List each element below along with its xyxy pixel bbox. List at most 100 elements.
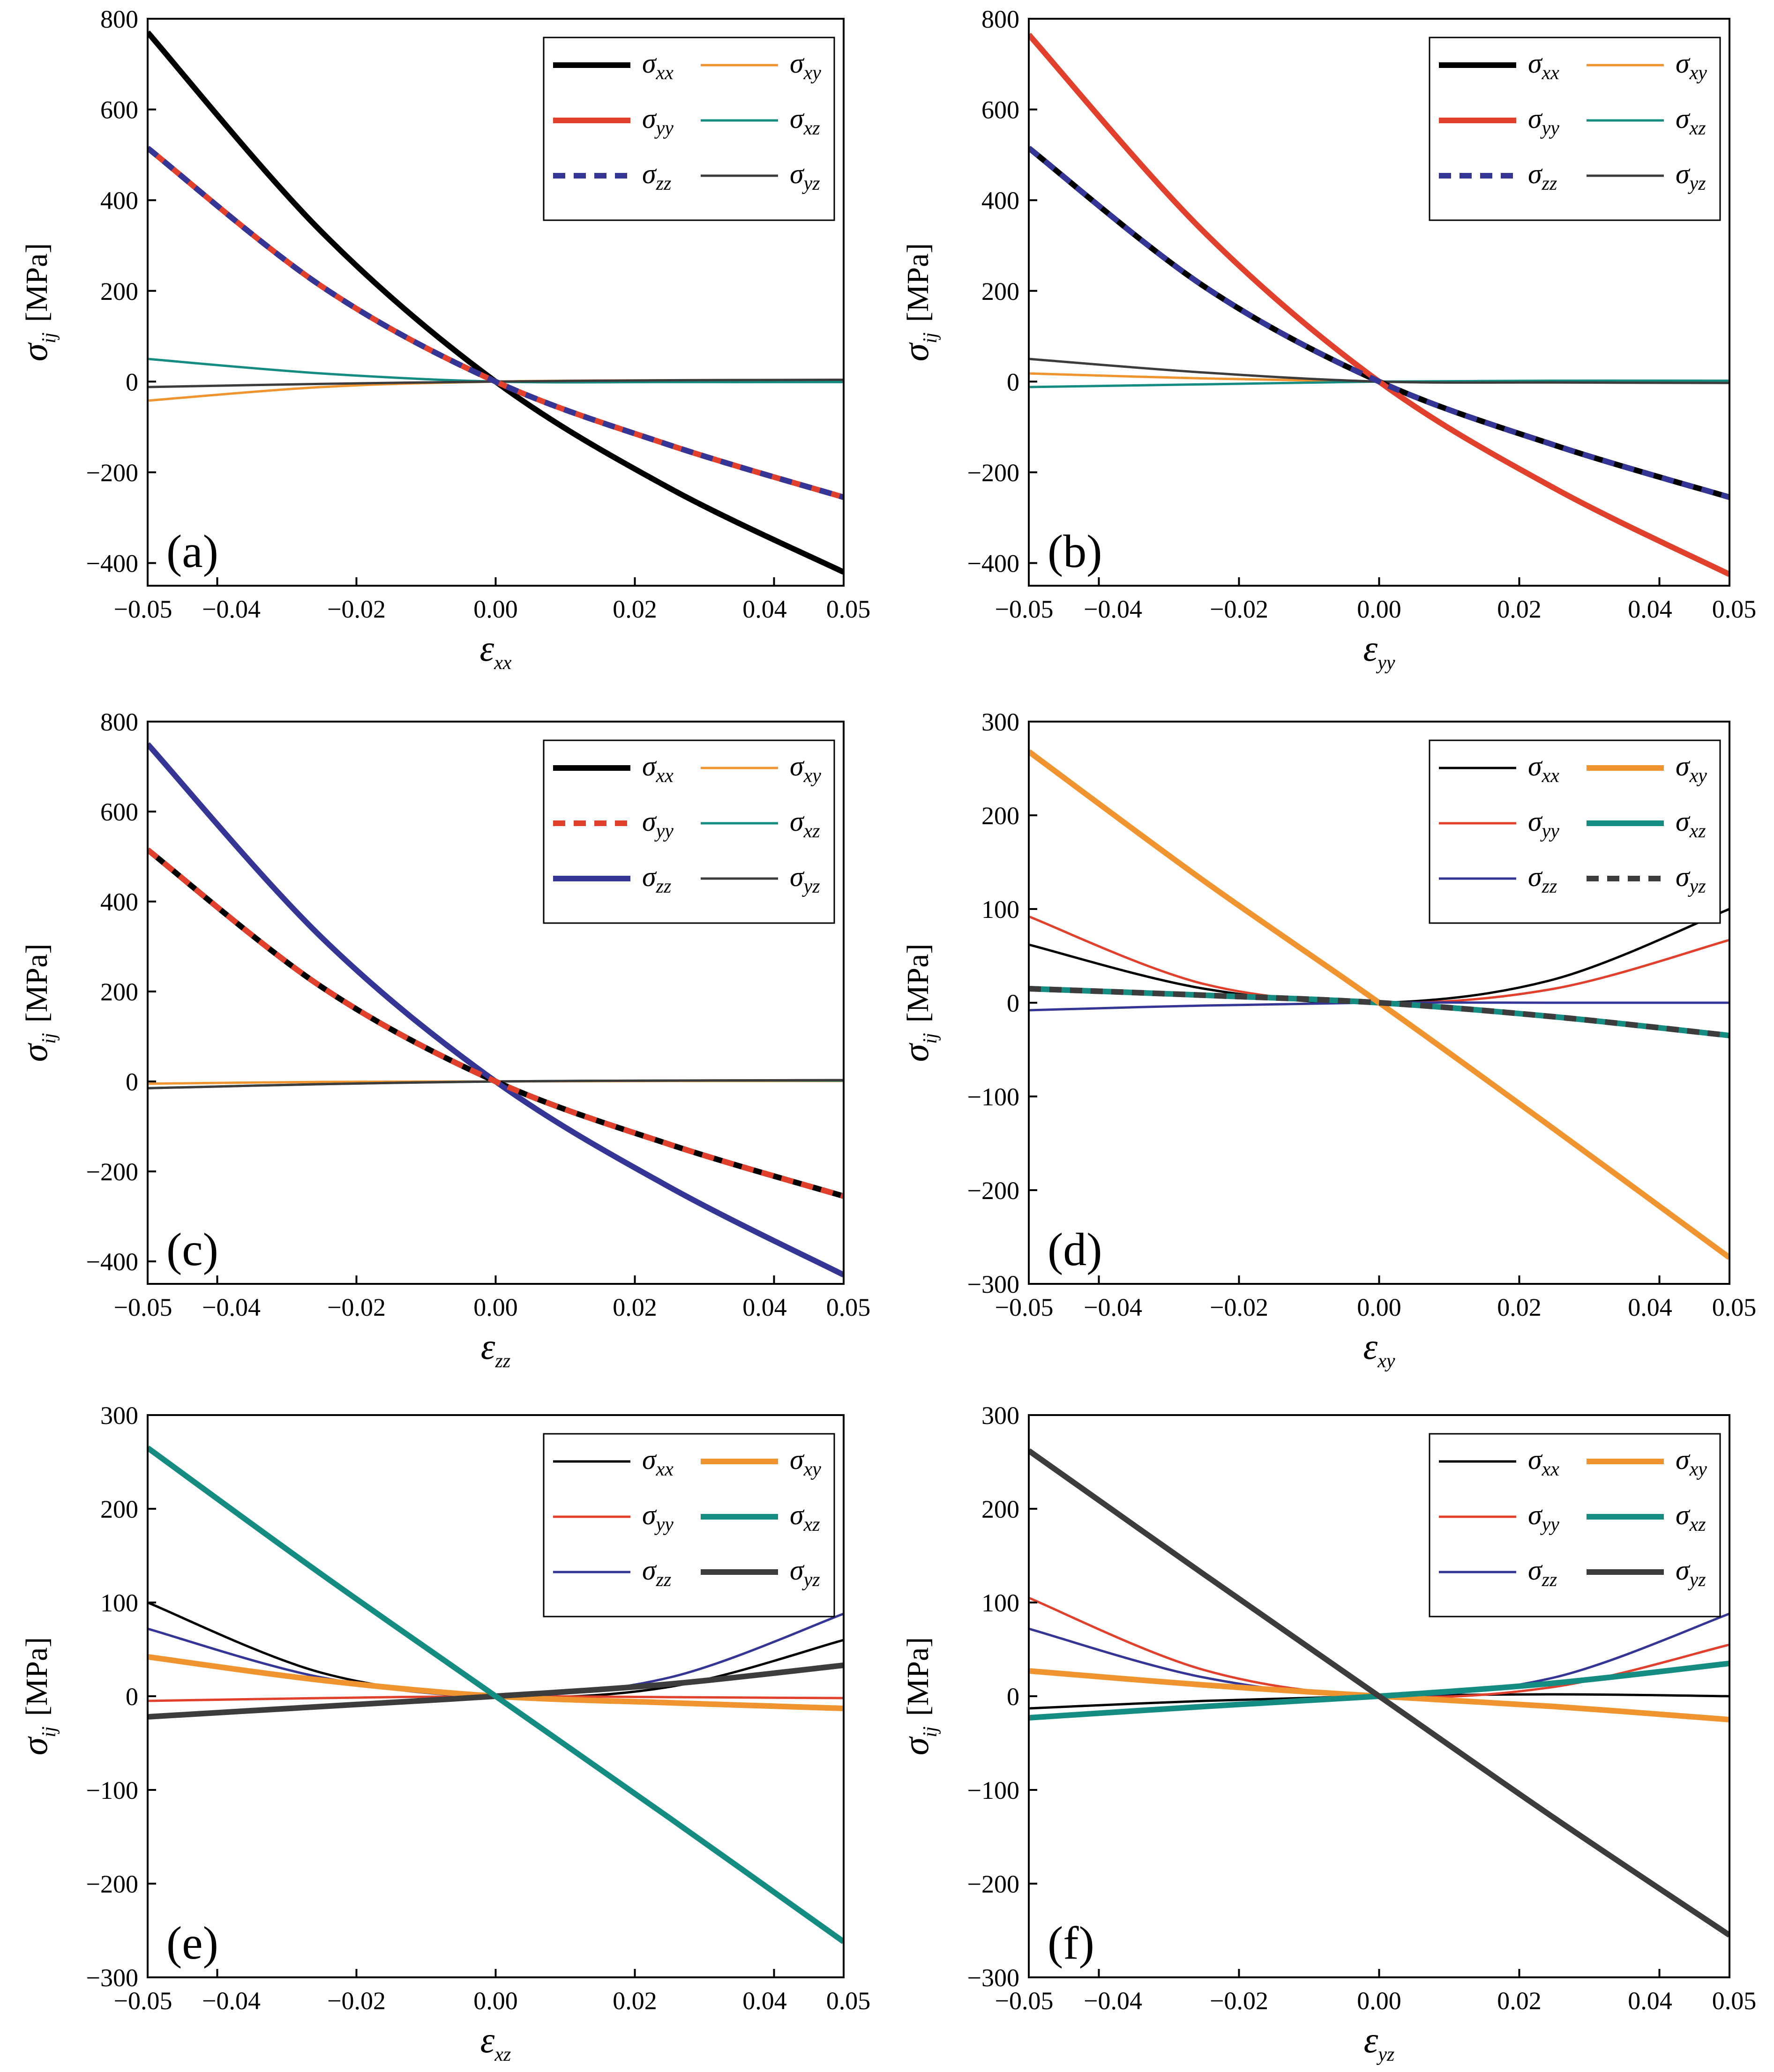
- legend-symbol: σ: [1528, 1444, 1543, 1475]
- legend-subscript: xx: [656, 62, 674, 84]
- legend-symbol: σ: [642, 806, 657, 837]
- x-tick-label: −0.05: [995, 1987, 1054, 2015]
- legend-subscript: yz: [802, 173, 820, 194]
- x-axis: −0.05 −0.04 −0.02 0.00 0.02 0.04 0.05: [114, 1969, 870, 2015]
- y-tick-label: 100: [100, 1589, 138, 1617]
- series-lines: [1029, 749, 1729, 1260]
- y-tick-label: 300: [100, 1401, 138, 1430]
- legend-label-yy: σyy: [642, 806, 674, 842]
- legend-label-yy: σyy: [1528, 806, 1559, 842]
- legend-subscript: zz: [1542, 1569, 1557, 1591]
- x-tick-label: 0.00: [473, 1987, 518, 2015]
- legend-subscript: xz: [1689, 118, 1706, 139]
- y-tick-label: 600: [981, 96, 1019, 124]
- legend-subscript: xz: [803, 118, 820, 139]
- x-tick-label: −0.02: [1210, 595, 1268, 623]
- y-tick-label: 0: [126, 1068, 138, 1096]
- x-axis-title: εxx: [479, 628, 511, 674]
- x-tick-label: −0.04: [1084, 595, 1142, 623]
- legend-label-xz: σxz: [1676, 1499, 1706, 1535]
- x-axis-title: εxz: [480, 2020, 511, 2065]
- y-axis-title: σij [MPa]: [14, 944, 60, 1062]
- legend-symbol: σ: [1528, 861, 1543, 892]
- legend-symbol: σ: [1676, 1444, 1691, 1475]
- x-tick-label: −0.04: [1084, 1987, 1142, 2015]
- x-tick-label: −0.05: [114, 1987, 172, 2015]
- legend-label-xx: σxx: [642, 48, 674, 84]
- x-tick-label: −0.05: [114, 595, 172, 623]
- y-tick-label: −200: [86, 1158, 138, 1186]
- x-tick-label: 0.05: [1712, 1987, 1757, 2015]
- y-axis: −300 −200 −100 0 100 200 300: [967, 708, 1037, 1298]
- y-axis-subscript: ij: [38, 1726, 60, 1737]
- y-tick-label: −400: [86, 1248, 138, 1276]
- y-tick-label: 400: [100, 186, 138, 215]
- y-tick-label: 600: [100, 96, 138, 124]
- y-tick-label: 0: [1007, 368, 1019, 396]
- series-line-yz: [1029, 986, 1729, 1038]
- legend-symbol: σ: [1676, 806, 1691, 837]
- legend-label-xx: σxx: [1528, 751, 1559, 787]
- legend-label-zz: σzz: [642, 861, 671, 897]
- series-lines: [1029, 32, 1729, 577]
- x-axis: −0.05 −0.04 −0.02 0.00 0.02 0.04 0.05: [995, 577, 1756, 623]
- legend-subscript: yz: [1688, 876, 1706, 897]
- y-axis-title: σij [MPa]: [14, 243, 60, 361]
- legend-subscript: xy: [803, 62, 822, 84]
- legend-symbol: σ: [1676, 1499, 1691, 1530]
- y-axis-title: σij [MPa]: [895, 243, 941, 361]
- legend-subscript: zz: [1542, 876, 1557, 897]
- legend-label-xy: σxy: [790, 48, 821, 84]
- y-tick-label: −100: [967, 1776, 1019, 1804]
- x-tick-label: −0.02: [327, 1293, 386, 1321]
- legend-symbol: σ: [1676, 158, 1691, 189]
- legend-label-xy: σxy: [1676, 1444, 1707, 1480]
- legend-symbol: σ: [1676, 751, 1691, 782]
- legend-subscript: xz: [1689, 820, 1706, 842]
- x-tick-label: 0.00: [1357, 1293, 1401, 1321]
- x-tick-label: −0.04: [202, 1987, 261, 2015]
- panel-label: (f): [1048, 1917, 1094, 1969]
- x-axis-subscript: yy: [1376, 652, 1395, 674]
- legend-label-yz: σyz: [790, 861, 820, 897]
- y-tick-label: 0: [1007, 989, 1019, 1017]
- y-axis: −400 −200 0 200 400 600 800: [86, 5, 156, 578]
- y-tick-label: 100: [981, 1589, 1019, 1617]
- series-line-zz: [1029, 1612, 1729, 1698]
- legend-subscript: zz: [1542, 173, 1557, 194]
- legend-box: [1429, 1433, 1721, 1617]
- panel-label: (c): [166, 1223, 218, 1275]
- x-tick-label: 0.02: [1497, 1987, 1542, 2015]
- legend-symbol: σ: [642, 103, 657, 134]
- legend-subscript: xx: [656, 765, 674, 787]
- x-tick-label: 0.05: [826, 1293, 871, 1321]
- panel-b: −0.05 −0.04 −0.02 0.00 0.02 0.04 0.05 −400 −200 0…: [895, 5, 1756, 674]
- y-axis-unit: [MPa]: [901, 243, 935, 322]
- y-axis-title: σij [MPa]: [14, 1637, 60, 1755]
- legend-symbol: σ: [642, 158, 657, 189]
- x-tick-label: −0.02: [1210, 1293, 1268, 1321]
- x-tick-label: 0.02: [613, 595, 657, 623]
- x-tick-label: 0.02: [613, 1987, 657, 2015]
- legend-subscript: xy: [803, 765, 822, 787]
- y-axis-unit: [MPa]: [20, 944, 54, 1023]
- legend-subscript: xx: [1542, 62, 1560, 84]
- x-tick-label: 0.04: [742, 1293, 787, 1321]
- legend-symbol: σ: [790, 103, 805, 134]
- x-axis-symbol: ε: [479, 628, 494, 669]
- y-tick-label: 200: [981, 1495, 1019, 1523]
- series-line-yy: [148, 847, 844, 1199]
- legend-subscript: xy: [1689, 765, 1707, 787]
- x-axis-title: εyz: [1364, 2020, 1395, 2065]
- x-axis-subscript: zz: [495, 1350, 511, 1372]
- series-lines: [148, 742, 844, 1278]
- legend-label-xy: σxy: [1676, 48, 1707, 84]
- y-axis-symbol: σ: [895, 1043, 936, 1062]
- panel-f: −0.05 −0.04 −0.02 0.00 0.02 0.04 0.05−300−200−…: [895, 1401, 1756, 2065]
- y-tick-label: 300: [981, 708, 1019, 736]
- y-tick-label: 400: [981, 186, 1019, 215]
- y-tick-label: 600: [100, 798, 138, 826]
- x-tick-label: 0.05: [1712, 1293, 1757, 1321]
